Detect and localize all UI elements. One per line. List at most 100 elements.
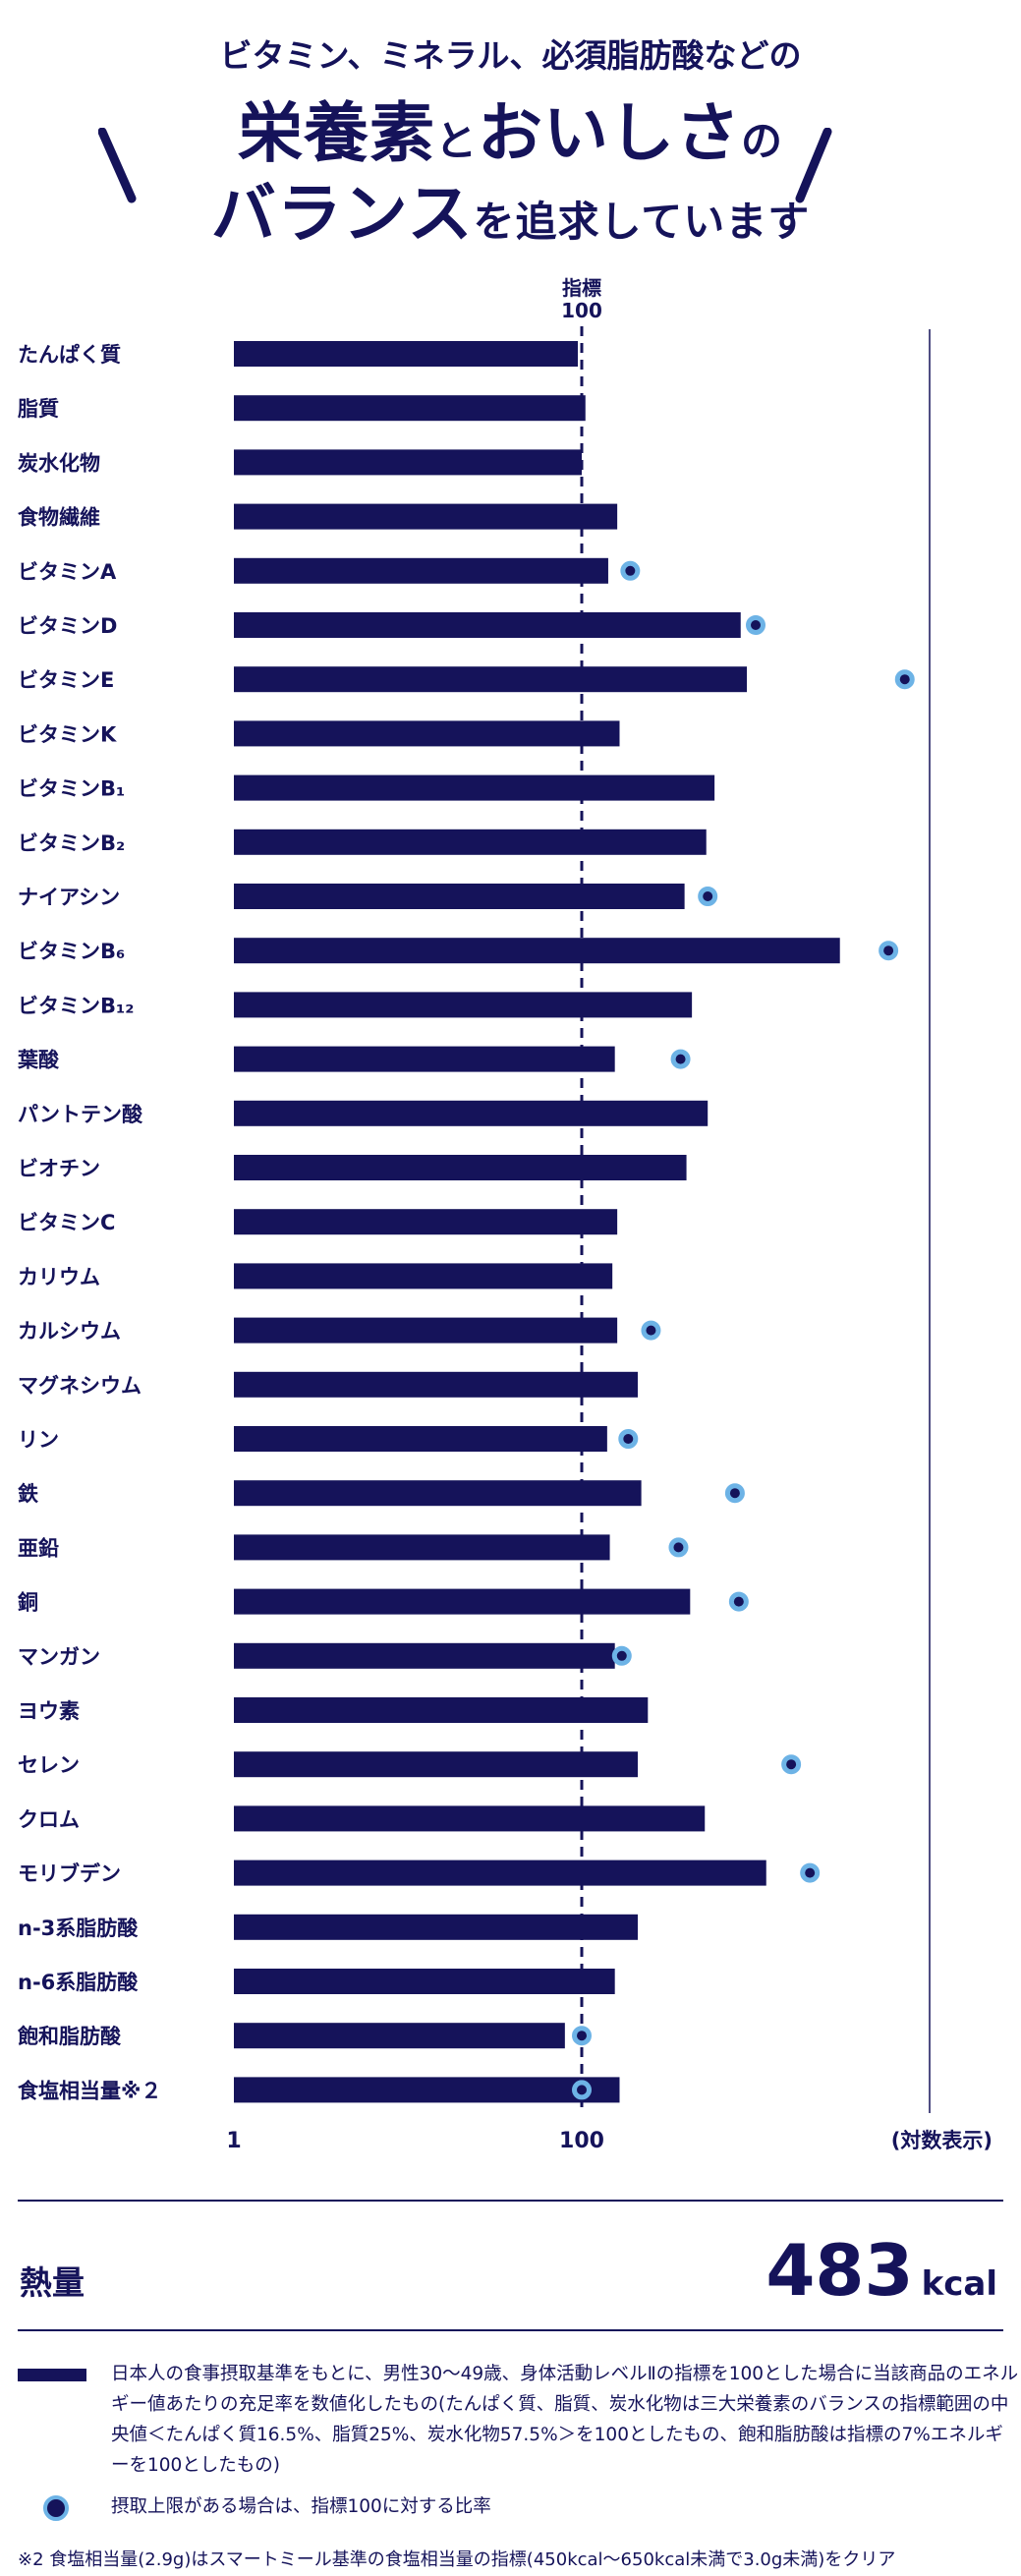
category-label: 脂質	[18, 397, 59, 421]
reference-label: 100	[561, 299, 602, 322]
header: ビタミン、ミネラル、必須脂肪酸などの 栄養素とおいしさの バランスを追求していま…	[0, 0, 1021, 252]
category-label: モリブデン	[18, 1862, 121, 1886]
nutrient-bar	[234, 1480, 642, 1507]
upper-limit-dot	[572, 2080, 592, 2100]
nutrient-bar	[234, 1046, 615, 1072]
nutrient-bar	[234, 449, 582, 476]
footnote-salt: ※2 食塩相当量(2.9g)はスマートミール基準の食塩相当量の指標(450kca…	[18, 2549, 896, 2570]
nutrient-bar	[234, 1317, 618, 1344]
upper-limit-dot	[698, 887, 718, 906]
nutrient-bar	[234, 1914, 639, 1940]
nutrient-bar	[234, 1805, 706, 1832]
upper-limit-dot	[781, 1754, 802, 1775]
upper-limit-dot	[894, 669, 915, 690]
category-label: ナイアシン	[18, 886, 120, 909]
nutrient-bar	[234, 720, 620, 747]
upper-limit-dot	[641, 1320, 661, 1341]
category-label: n-3系脂肪酸	[18, 1917, 139, 1940]
nutrient-bar	[234, 829, 707, 855]
energy-value: 483 kcal	[766, 2229, 997, 2312]
category-label: クロム	[18, 1807, 80, 1831]
right-accent-slash	[795, 128, 832, 203]
category-label: ビタミンB₁₂	[18, 994, 134, 1017]
nutrient-bar	[234, 666, 748, 693]
nutrient-bar	[234, 503, 618, 530]
upper-limit-dot	[670, 1049, 691, 1069]
nutrient-bar	[234, 1371, 639, 1398]
header-taste: おいしさ	[478, 95, 741, 171]
x-tick-label: 1	[226, 2129, 241, 2153]
reference-label: 指標	[562, 276, 601, 300]
category-label: マグネシウム	[18, 1374, 142, 1398]
category-label: リン	[18, 1428, 59, 1452]
upper-limit-dot	[611, 1645, 632, 1666]
header-balance: バランス	[210, 176, 474, 252]
upper-limit-dot	[620, 560, 641, 581]
divider-bottom	[18, 2329, 1003, 2331]
upper-limit-dot	[668, 1537, 689, 1558]
category-label: ビタミンC	[18, 1211, 115, 1234]
energy-unit: kcal	[921, 2264, 997, 2304]
category-label: セレン	[18, 1753, 80, 1777]
upper-limit-dot	[746, 615, 766, 635]
category-label: カルシウム	[18, 1320, 121, 1344]
category-label: マンガン	[18, 1645, 100, 1669]
category-label: 鉄	[18, 1482, 38, 1506]
category-label: 亜鉛	[18, 1536, 59, 1560]
category-label: ビオチン	[18, 1157, 100, 1180]
legend-bar-text: 日本人の食事摂取基準をもとに、男性30～49歳、身体活動レベルⅡの指標を100と…	[111, 2364, 1019, 2476]
x-tick-label: 100	[559, 2129, 604, 2153]
header-particle-no: の	[741, 117, 784, 165]
upper-limit-dot	[728, 1591, 749, 1612]
category-label: 食物繊維	[18, 506, 100, 530]
legend-dot-swatch	[43, 2495, 69, 2521]
nutrient-bar	[234, 612, 741, 638]
nutrient-bar	[234, 1263, 613, 1289]
nutrient-bar	[234, 1534, 610, 1561]
category-label: n-6系脂肪酸	[18, 1971, 139, 1994]
energy-number: 483	[766, 2229, 914, 2312]
divider-top	[18, 2200, 1003, 2202]
upper-limit-dot	[800, 1862, 821, 1883]
header-line-1: ビタミン、ミネラル、必須脂肪酸などの	[219, 36, 802, 75]
legend-dot-text: 摂取上限がある場合は、指標100に対する比率	[111, 2496, 491, 2517]
category-label: 炭水化物	[18, 451, 100, 475]
nutrient-bar	[234, 2077, 620, 2103]
nutrient-bar	[234, 1969, 615, 1994]
category-label: 葉酸	[17, 1049, 60, 1072]
nutrient-bar	[234, 395, 586, 422]
nutrient-bar	[234, 1209, 618, 1235]
header-line-2: 栄養素とおいしさの	[0, 81, 1021, 175]
upper-limit-dot	[572, 2026, 592, 2046]
category-label: ビタミンB₂	[18, 831, 125, 855]
upper-limit-dot	[724, 1483, 745, 1504]
category-label: パントテン酸	[18, 1103, 143, 1126]
category-label: たんぱく質	[18, 343, 121, 367]
header-line-3: バランスを追求しています	[0, 161, 1021, 256]
nutrient-bar	[234, 1426, 607, 1452]
category-label: ビタミンD	[18, 614, 117, 638]
nutrient-bar	[234, 341, 579, 367]
nutrient-bar	[234, 1697, 649, 1723]
category-label: 飽和脂肪酸	[17, 2025, 122, 2048]
nutrient-bar	[234, 1100, 709, 1126]
category-label: ビタミンK	[18, 722, 117, 746]
nutrient-bar	[234, 774, 715, 801]
header-nutrients: 栄養素	[237, 95, 435, 171]
nutrient-bar	[234, 557, 608, 584]
nutrient-bar	[234, 992, 693, 1018]
nutrient-bar	[234, 1588, 691, 1615]
nutrient-bar	[234, 884, 685, 909]
header-pursue: を追求しています	[473, 198, 811, 246]
category-label: ビタミンB₆	[18, 940, 125, 963]
category-label: ヨウ素	[18, 1699, 80, 1723]
upper-limit-dot	[618, 1429, 639, 1449]
nutrient-bar	[234, 938, 840, 964]
upper-limit-dot	[879, 941, 899, 961]
nutrient-bar	[234, 1642, 615, 1669]
category-label: ビタミンE	[18, 668, 114, 692]
category-label: ビタミンA	[18, 560, 117, 584]
category-label: 食塩相当量※２	[18, 2079, 161, 2102]
legend-bar-swatch	[18, 2369, 86, 2381]
